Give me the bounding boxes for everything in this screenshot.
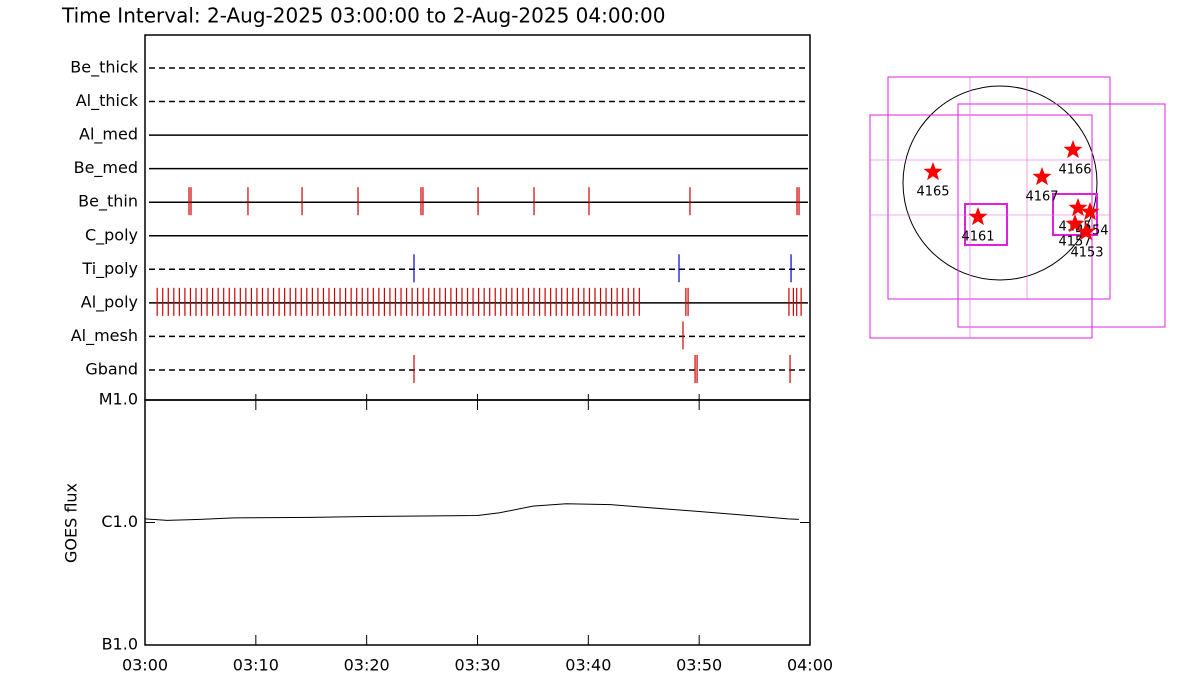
x-tick-label: 03:00 — [122, 656, 168, 675]
fov-box — [964, 203, 1008, 246]
x-tick-label: 03:50 — [676, 656, 722, 675]
x-tick-label: 03:40 — [565, 656, 611, 675]
region-label: 4157 — [1058, 235, 1091, 250]
x-tick-label: 03:10 — [233, 656, 279, 675]
fov-box — [887, 76, 1111, 300]
fov-grid — [870, 77, 1110, 338]
row-label: Al_mesh — [71, 326, 138, 346]
row-label: Al_med — [79, 125, 138, 145]
region-star — [1080, 202, 1100, 221]
y-tick-label: B1.0 — [102, 635, 138, 654]
region-label: 4153 — [1070, 246, 1103, 261]
region-star — [1032, 167, 1052, 186]
region-star — [1068, 198, 1088, 217]
region-star — [1063, 140, 1083, 159]
region-label: 4165 — [916, 185, 949, 200]
row-label: Be_med — [74, 158, 138, 178]
y-axis-label: GOES flux — [62, 483, 81, 563]
fov-box — [869, 114, 1093, 339]
region-label: 4161 — [961, 230, 994, 245]
sun-map — [869, 76, 1166, 339]
x-tick-label: 03:30 — [454, 656, 500, 675]
y-tick-label: C1.0 — [101, 512, 138, 531]
fov-box — [1052, 193, 1098, 236]
row-label: Be_thin — [78, 192, 138, 212]
region-star — [1065, 214, 1085, 233]
y-tick-label: M1.0 — [99, 390, 138, 409]
timeline-frame — [144, 34, 811, 401]
region-label: 4166 — [1058, 163, 1091, 178]
row-label: Ti_poly — [81, 259, 138, 279]
solar-limb — [902, 85, 1098, 281]
row-label: Be_thick — [70, 58, 138, 78]
region-star — [1076, 222, 1096, 241]
row-label: C_poly — [85, 225, 138, 245]
x-tick-label: 04:00 — [787, 656, 833, 675]
row-label: Al_poly — [81, 292, 138, 312]
row-label: Gband — [85, 359, 138, 378]
row-label: Al_thick — [76, 91, 139, 111]
chart-title: Time Interval: 2-Aug-2025 03:00:00 to 2-… — [61, 4, 666, 28]
region-label: 4167 — [1025, 190, 1058, 205]
region-star — [968, 207, 988, 226]
x-tick-label: 03:20 — [344, 656, 390, 675]
fov-box — [957, 103, 1166, 328]
region-star — [923, 162, 943, 181]
goes-frame — [144, 399, 811, 646]
goes-curve — [144, 503, 799, 521]
